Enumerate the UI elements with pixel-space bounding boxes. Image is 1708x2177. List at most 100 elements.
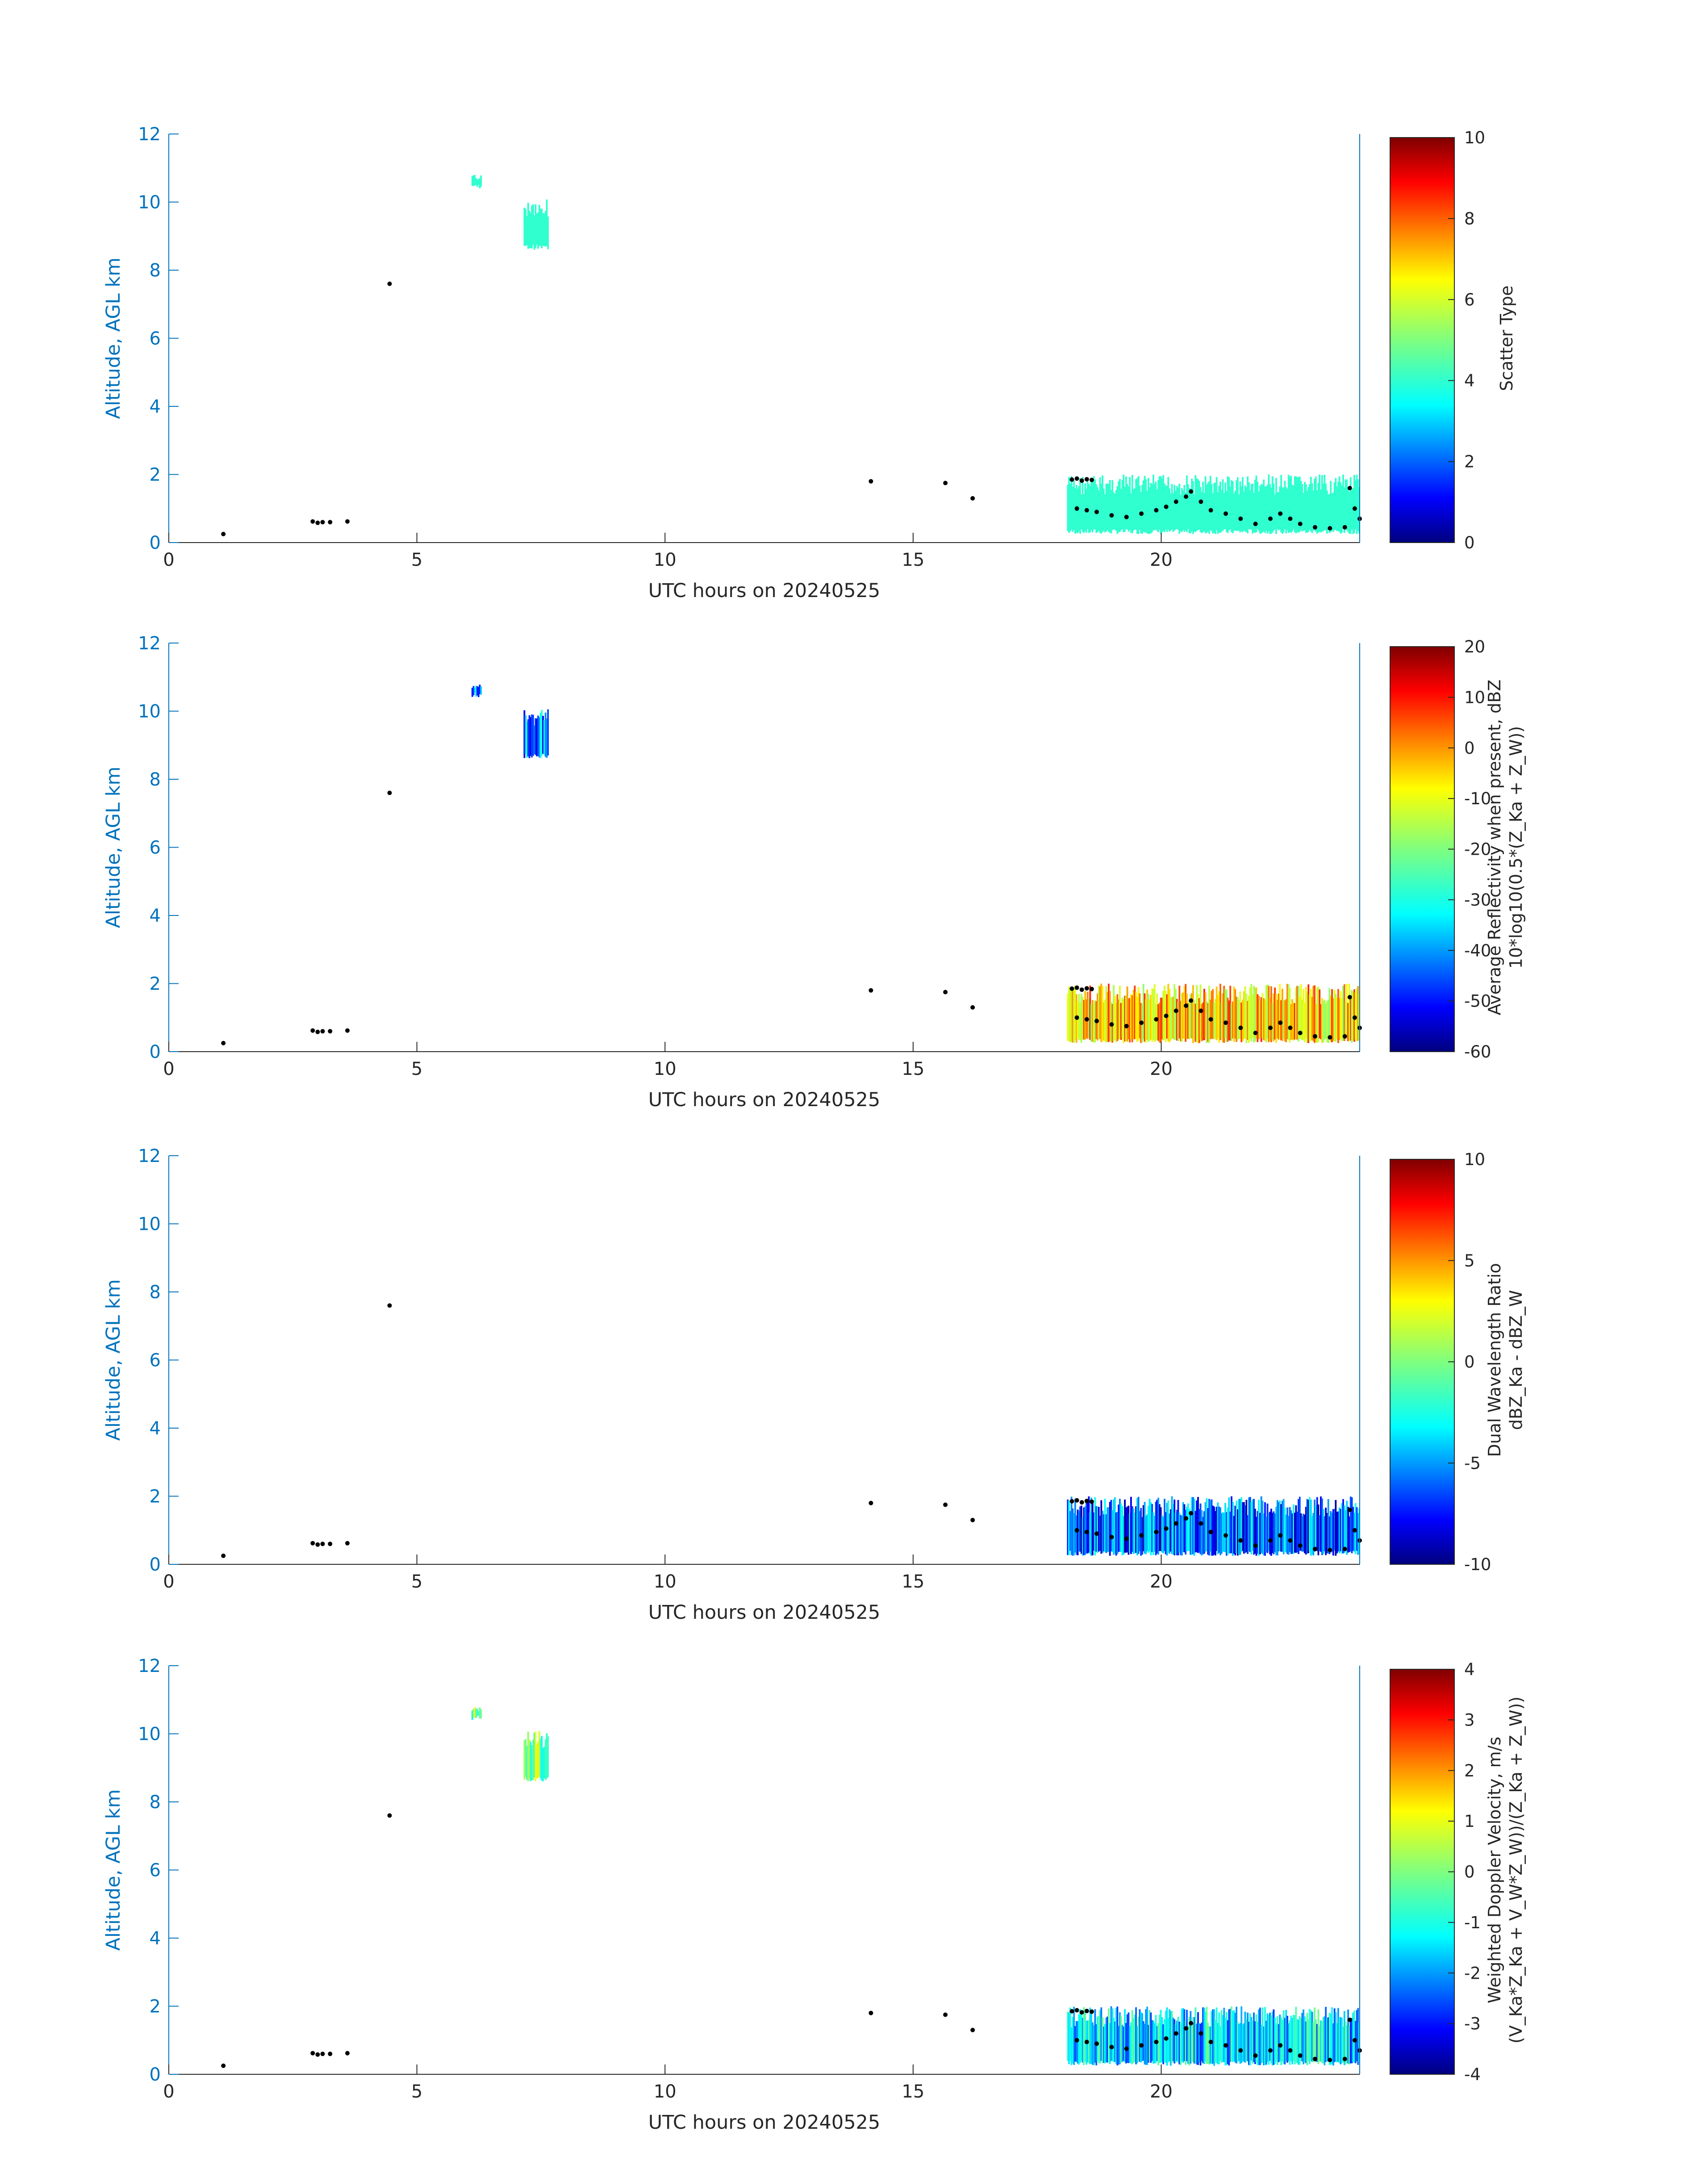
echo-column (1135, 2007, 1137, 2064)
echo-column (1194, 1511, 1197, 1553)
echo-column (1102, 1002, 1105, 1040)
echo-column (471, 176, 473, 186)
echo-column (1160, 1507, 1162, 1551)
echo-column (1307, 984, 1310, 1043)
cloud-base-point (1313, 525, 1317, 530)
echo-column (1290, 2015, 1292, 2062)
echo-column (1182, 1502, 1184, 1552)
echo-column (1336, 2023, 1338, 2063)
echo-column (1098, 1507, 1100, 1552)
echo-column (1126, 2014, 1128, 2063)
echo-column (538, 1731, 540, 1777)
echo-column (1086, 1502, 1089, 1554)
echo-column (1113, 1499, 1115, 1555)
echo-column (1144, 1502, 1146, 1554)
echo-column (1070, 987, 1073, 1042)
colorbar-tick-label: 4 (1464, 371, 1475, 390)
echo-column (1111, 1510, 1114, 1552)
echo-column (1287, 475, 1290, 533)
echo-column (1345, 1510, 1347, 1551)
echo-column (1233, 493, 1235, 531)
echo-column (1316, 2024, 1318, 2062)
echo-column (1108, 983, 1110, 1042)
echo-column (1185, 2021, 1187, 2065)
echo-column (1098, 490, 1100, 531)
cloud-base-point (1313, 2056, 1317, 2061)
echo-column (1253, 493, 1255, 532)
echo-column (525, 209, 527, 246)
echo-column (1223, 986, 1225, 1043)
cloud-base-point (1154, 2039, 1159, 2044)
echo-column (1182, 490, 1184, 530)
y-tick-label: 4 (150, 906, 161, 926)
echo-column (1341, 1503, 1343, 1554)
echo-column (1078, 1510, 1080, 1552)
cloud-base-point (1208, 2039, 1213, 2044)
echo-column (1345, 2022, 1347, 2064)
echo-column (1079, 1506, 1081, 1552)
echo-column (539, 713, 542, 758)
echo-column (527, 203, 529, 249)
echo-column (533, 725, 535, 754)
echo-column (1273, 2009, 1275, 2065)
colorbar-tick-label: -5 (1464, 1454, 1481, 1473)
echo-column (1223, 2008, 1225, 2062)
echo-column (1160, 998, 1162, 1043)
echo-column (1258, 1500, 1260, 1556)
cloud-base-point (310, 519, 315, 524)
echo-column (542, 715, 544, 754)
echo-column (1273, 483, 1275, 531)
echo-column (1243, 492, 1245, 531)
echo-column (1239, 1499, 1241, 1555)
echo-column (1151, 484, 1153, 532)
cloud-base-point (1313, 1546, 1317, 1551)
echo-column (546, 1733, 548, 1779)
echo-column (1249, 490, 1251, 530)
echo-column (1234, 491, 1236, 531)
y-tick-label: 6 (150, 838, 161, 858)
cloud-base-point (1084, 1529, 1089, 1534)
echo-column (1265, 1517, 1267, 1552)
echo-column (1155, 1003, 1157, 1041)
echo-column (1167, 1500, 1169, 1553)
echo-column (1099, 2010, 1101, 2064)
echo-column (1175, 491, 1177, 530)
echo-column (1233, 986, 1235, 1042)
echo-column (1278, 993, 1280, 1040)
echo-column (1271, 1513, 1274, 1553)
echo-column (1192, 2023, 1194, 2063)
echo-column (1132, 2018, 1135, 2063)
echo-column (1336, 1512, 1338, 1554)
echo-column (1207, 483, 1209, 532)
echo-column (1098, 986, 1100, 1040)
echo-column (1319, 2026, 1321, 2061)
echo-column (1110, 1500, 1112, 1551)
colorbar-label: (V_Ka*Z_Ka + V_W*Z_W))/(Z_Ka + Z_W)) (1506, 1696, 1526, 2043)
echo-column (1314, 2007, 1315, 2062)
echo-column (1090, 477, 1092, 531)
echo-column (1196, 985, 1198, 1042)
y-tick-label: 0 (150, 1554, 161, 1575)
cloud-base-point (1352, 2038, 1357, 2043)
echo-column (1286, 984, 1288, 1039)
cloud-base-point (1164, 1013, 1169, 1018)
echo-column (547, 216, 549, 249)
echo-layer (471, 685, 1360, 1043)
echo-column (1109, 480, 1111, 533)
echo-column (1186, 475, 1188, 532)
echo-column (1099, 477, 1101, 533)
echo-column (1178, 986, 1181, 1039)
echo-column (1340, 991, 1342, 1038)
echo-column (1213, 2009, 1215, 2066)
echo-column (1305, 2021, 1307, 2064)
echo-column (1342, 2027, 1344, 2063)
echo-column (1172, 1504, 1174, 1554)
echo-column (1118, 2026, 1120, 2065)
echo-column (1347, 488, 1349, 532)
echo-column (1222, 479, 1224, 531)
echo-column (1320, 489, 1322, 533)
echo-column (1124, 486, 1126, 532)
echo-column (1120, 1003, 1122, 1040)
echo-column (1247, 476, 1249, 534)
